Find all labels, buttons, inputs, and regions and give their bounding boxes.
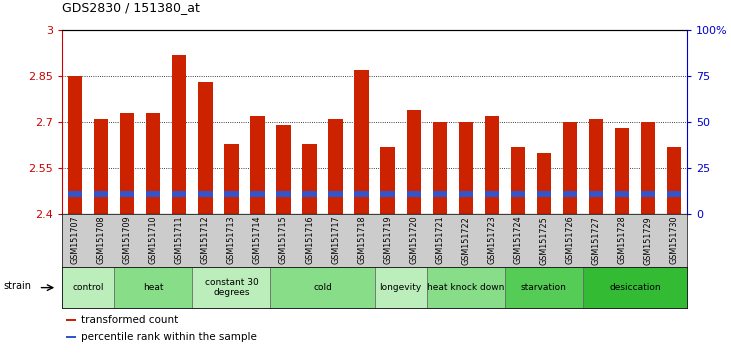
Bar [458,122,473,214]
Bar [328,190,343,197]
Bar [66,336,76,338]
Text: GSM151717: GSM151717 [331,216,340,264]
Text: GSM151714: GSM151714 [253,216,262,264]
Bar [433,190,447,197]
Bar [250,190,265,197]
Text: GSM151719: GSM151719 [383,216,392,264]
Text: GSM151728: GSM151728 [618,216,626,264]
Text: desiccation: desiccation [609,283,661,292]
Bar [583,267,687,308]
Text: starvation: starvation [521,283,567,292]
Bar [270,267,374,308]
Bar [62,267,114,308]
Bar [433,122,447,214]
Bar [485,190,499,197]
Bar [114,267,192,308]
Bar [173,190,186,197]
Text: GSM151724: GSM151724 [513,216,523,264]
Bar [146,190,160,197]
Text: GSM151722: GSM151722 [461,216,470,264]
Text: GSM151730: GSM151730 [670,216,678,264]
Text: cold: cold [313,283,332,292]
Text: GSM151707: GSM151707 [71,216,80,264]
Text: GSM151708: GSM151708 [96,216,106,264]
Text: GSM151709: GSM151709 [123,216,132,264]
Bar [615,128,629,214]
Text: GSM151726: GSM151726 [566,216,575,264]
Text: GSM151720: GSM151720 [409,216,418,264]
Bar [94,190,108,197]
Bar [276,190,291,197]
Text: heat: heat [143,283,164,292]
Text: GSM151712: GSM151712 [201,216,210,264]
Bar [198,190,213,197]
Bar [615,190,629,197]
Text: strain: strain [3,281,31,291]
Bar [250,116,265,214]
Text: GDS2830 / 151380_at: GDS2830 / 151380_at [62,1,200,14]
Text: GSM151718: GSM151718 [357,216,366,264]
Bar [173,55,186,214]
Bar [641,190,655,197]
Bar [458,190,473,197]
Bar [563,190,577,197]
Text: transformed count: transformed count [81,315,178,325]
Bar [68,190,83,197]
Text: GSM151727: GSM151727 [591,216,600,264]
Text: GSM151715: GSM151715 [279,216,288,264]
Bar [68,76,83,214]
Text: GSM151725: GSM151725 [539,216,548,264]
Bar [328,119,343,214]
Bar [589,190,603,197]
Bar [589,119,603,214]
Bar [381,190,395,197]
Bar [381,147,395,214]
Bar [374,267,427,308]
Text: GSM151721: GSM151721 [435,216,444,264]
Bar [505,267,583,308]
Bar [120,113,135,214]
Bar [224,144,238,214]
Text: GSM151711: GSM151711 [175,216,183,264]
Bar [537,153,551,214]
Bar [563,122,577,214]
Bar [406,110,421,214]
Bar [94,119,108,214]
Text: GSM151723: GSM151723 [488,216,496,264]
Bar [198,82,213,214]
Text: constant 30
degrees: constant 30 degrees [205,278,258,297]
Bar [641,122,655,214]
Bar [192,267,270,308]
Bar [146,113,160,214]
Bar [485,116,499,214]
Bar [224,190,238,197]
Text: GSM151713: GSM151713 [227,216,236,264]
Bar [667,190,681,197]
Text: heat knock down: heat knock down [427,283,504,292]
Bar [511,147,525,214]
Bar [120,190,135,197]
Bar [667,147,681,214]
Text: GSM151716: GSM151716 [305,216,314,264]
Bar [355,70,368,214]
Text: GSM151729: GSM151729 [643,216,653,264]
Bar [406,190,421,197]
Bar [276,125,291,214]
Bar [303,190,317,197]
Bar [537,190,551,197]
Text: GSM151710: GSM151710 [149,216,158,264]
Bar [303,144,317,214]
Bar [511,190,525,197]
Bar [355,190,368,197]
Text: control: control [72,283,104,292]
Text: percentile rank within the sample: percentile rank within the sample [81,332,257,342]
Bar [66,319,76,321]
Text: longevity: longevity [379,283,422,292]
Bar [427,267,505,308]
